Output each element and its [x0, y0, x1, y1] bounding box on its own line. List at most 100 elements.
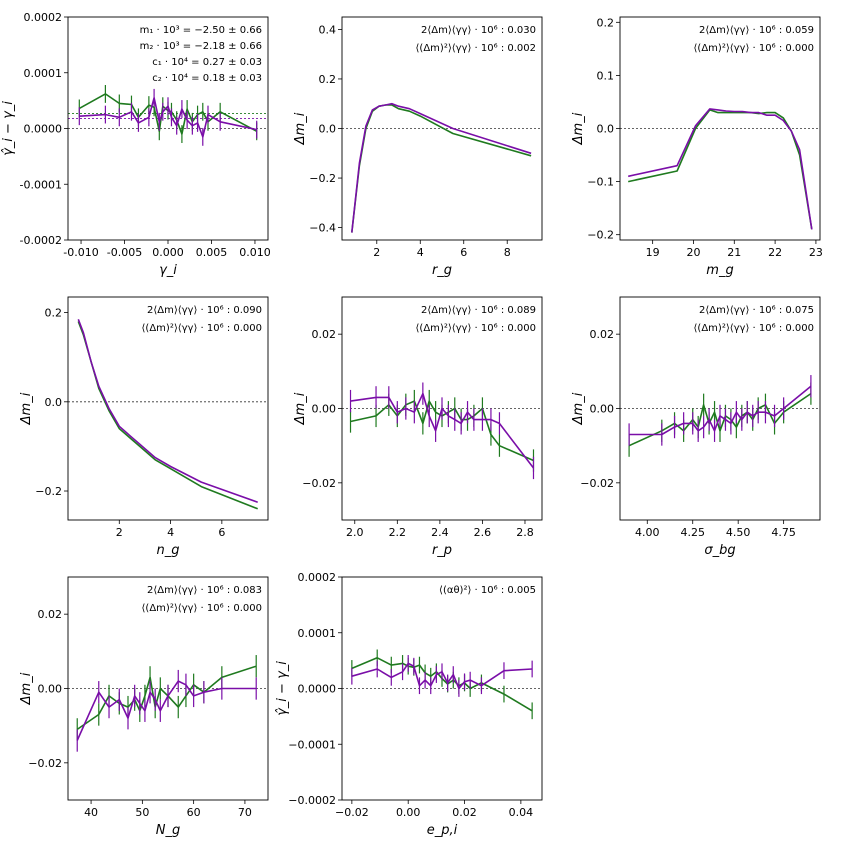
x-tick-label: 20 [686, 246, 700, 259]
x-tick-label: 0.000 [152, 246, 184, 259]
x-tick-label: 0.005 [196, 246, 228, 259]
x-tick-label: 2 [373, 246, 380, 259]
x-tick-label: 19 [646, 246, 660, 259]
y-axis-label: γ̂_i − γ_i [275, 661, 290, 716]
y-tick-label: 0.02 [38, 608, 63, 621]
y-tick-label: 0.0001 [24, 67, 63, 80]
panel-8: −0.02 0.00 0.02 0.04 −0.0002 −0.0001 0.0000 0.0… [275, 571, 543, 838]
y-tick-label: 0.0 [319, 123, 337, 136]
x-tick-label: 70 [238, 806, 252, 819]
y-tick-label: 0.0002 [298, 571, 337, 584]
x-tick-label: 4.00 [635, 526, 660, 539]
y-tick-label: −0.0002 [288, 794, 336, 807]
annotation: 2⟨Δm⟩⟨γγ⟩ · 10⁶ : 0.075 [699, 305, 814, 316]
x-axis-label: e_p,i [427, 823, 458, 838]
annotation: 2⟨Δm⟩⟨γγ⟩ · 10⁶ : 0.083 [147, 585, 262, 596]
x-tick-label: 60 [187, 806, 201, 819]
annotation: c₂ · 10⁴ = 0.18 ± 0.03 [152, 73, 262, 84]
y-tick-label: −0.02 [580, 477, 614, 490]
y-axis-label: γ̂_i − γ_i [1, 101, 16, 156]
y-tick-label: 0.2 [45, 307, 63, 320]
x-tick-label: 2.2 [389, 526, 407, 539]
y-tick-label: 0.1 [597, 69, 615, 82]
x-tick-label: 6 [460, 246, 467, 259]
annotation: ⟨(Δm)²⟩⟨γγ⟩ · 10⁶ : 0.000 [142, 323, 262, 334]
panel-2: 2 4 6 8 −0.4 −0.2 0.0 0.2 0.4 r_g Δm_i 2⟨Δm⟩⟨γγ⟩ · … [293, 16, 543, 278]
series-line-2 [628, 108, 813, 230]
x-tick-label: 0.04 [509, 806, 534, 819]
panel-7: 40 50 60 70 −0.02 0.00 0.02 N_g Δm_i 2⟨Δm⟩⟨γγ⟩ · … [19, 576, 269, 838]
series-line-2 [351, 102, 532, 233]
panel-6: 4.00 4.25 4.50 4.75 −0.02 0.00 0.02 σ_bg Δm_i 2⟨Δ… [571, 296, 821, 558]
series-line-2 [77, 319, 258, 503]
y-tick-label: −0.4 [309, 222, 336, 235]
y-tick-label: 0.2 [597, 16, 615, 29]
y-tick-label: 0.0000 [298, 683, 337, 696]
annotation: 2⟨Δm⟩⟨γγ⟩ · 10⁶ : 0.090 [147, 305, 262, 316]
x-tick-label: 4.25 [680, 526, 705, 539]
x-tick-label: 23 [809, 246, 823, 259]
panel-3: 19 20 21 22 23 −0.2 −0.1 0.0 0.1 0.2 m_g Δm_i 2⟨Δm⟩⟨… [571, 16, 823, 278]
x-tick-label: 8 [504, 246, 511, 259]
annotation: m₁ · 10³ = −2.50 ± 0.66 [140, 25, 262, 36]
x-axis-label: r_g [432, 263, 452, 278]
x-tick-label: 4.75 [771, 526, 796, 539]
series-line-2 [629, 385, 812, 436]
panel-4: 2 4 6 −0.2 0.0 0.2 n_g Δm_i 2⟨Δm⟩⟨γγ⟩ · 10⁶ : 0.… [19, 296, 269, 558]
y-axis-label: Δm_i [571, 112, 586, 145]
x-tick-label: 21 [727, 246, 741, 259]
x-tick-label: 2.8 [516, 526, 534, 539]
x-tick-label: 0.00 [396, 806, 421, 819]
x-axis-label: σ_bg [704, 543, 735, 558]
y-axis-label: Δm_i [19, 672, 34, 705]
y-tick-label: 0.02 [312, 328, 337, 341]
y-tick-label: 0.2 [319, 73, 337, 86]
y-tick-label: 0.00 [38, 683, 63, 696]
x-axis-label: r_p [432, 543, 452, 558]
x-tick-label: −0.02 [335, 806, 369, 819]
annotation: ⟨(Δm)²⟩⟨γγ⟩ · 10⁶ : 0.000 [694, 323, 814, 334]
x-axis-label: m_g [706, 263, 733, 278]
x-tick-label: -0.005 [107, 246, 142, 259]
x-tick-label: 4 [167, 526, 174, 539]
x-tick-label: 4.50 [726, 526, 751, 539]
y-tick-label: 0.00 [312, 403, 337, 416]
series-line-1 [76, 665, 257, 731]
annotation: ⟨(Δm)²⟩⟨γγ⟩ · 10⁶ : 0.000 [694, 43, 814, 54]
y-axis-label: Δm_i [293, 112, 308, 145]
y-tick-label: −0.02 [302, 477, 336, 490]
annotation: ⟨(Δm)²⟩⟨γγ⟩ · 10⁶ : 0.002 [416, 43, 536, 54]
x-axis-label: γ_i [159, 263, 177, 278]
series-line-2 [351, 662, 533, 690]
annotation: c₁ · 10⁴ = 0.27 ± 0.03 [152, 57, 262, 68]
y-axis-label: Δm_i [571, 392, 586, 425]
panel-5: 2.0 2.2 2.4 2.6 2.8 −0.02 0.00 0.02 r_p Δm_i 2⟨Δm⟩… [293, 296, 543, 558]
x-tick-label: 6 [218, 526, 225, 539]
y-axis-label: Δm_i [293, 392, 308, 425]
x-tick-label: 2.6 [474, 526, 492, 539]
annotation: ⟨(αθ)²⟩ · 10⁶ : 0.005 [439, 585, 536, 596]
y-tick-label: −0.2 [587, 229, 614, 242]
x-tick-label: 50 [135, 806, 149, 819]
y-tick-label: 0.0001 [298, 627, 337, 640]
annotation: 2⟨Δm⟩⟨γγ⟩ · 10⁶ : 0.089 [421, 305, 536, 316]
y-tick-label: −0.2 [35, 485, 62, 498]
series-line-1 [77, 321, 258, 510]
series-line-2 [79, 97, 257, 138]
axes-frame [67, 296, 269, 521]
annotation: ⟨(Δm)²⟩⟨γγ⟩ · 10⁶ : 0.000 [416, 323, 536, 334]
y-axis-label: Δm_i [19, 392, 34, 425]
y-tick-label: 0.4 [319, 23, 337, 36]
y-tick-label: 0.00 [590, 403, 615, 416]
y-tick-label: −0.1 [587, 176, 614, 189]
y-tick-label: 0.02 [590, 328, 615, 341]
panel-1: -0.010 -0.005 0.000 0.005 0.010 -0.0002 -0.000… [1, 11, 271, 278]
series-line-2 [76, 680, 257, 741]
annotation: m₂ · 10³ = −2.18 ± 0.66 [140, 41, 262, 52]
y-tick-label: −0.0001 [288, 738, 336, 751]
y-tick-label: 0.0000 [24, 123, 63, 136]
x-axis-label: N_g [156, 823, 180, 838]
annotation: 2⟨Δm⟩⟨γγ⟩ · 10⁶ : 0.059 [699, 25, 814, 36]
y-tick-label: 0.0 [597, 123, 615, 136]
